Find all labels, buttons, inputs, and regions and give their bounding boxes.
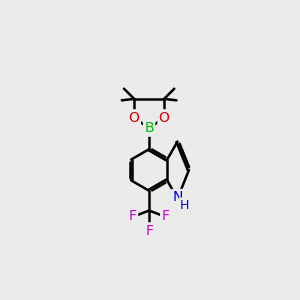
Text: H: H [180, 199, 189, 212]
Text: O: O [159, 111, 170, 124]
Text: O: O [129, 111, 140, 124]
Text: B: B [144, 122, 154, 135]
Text: F: F [129, 209, 137, 223]
Text: F: F [145, 224, 153, 238]
Text: F: F [161, 209, 169, 223]
Text: N: N [172, 190, 183, 204]
